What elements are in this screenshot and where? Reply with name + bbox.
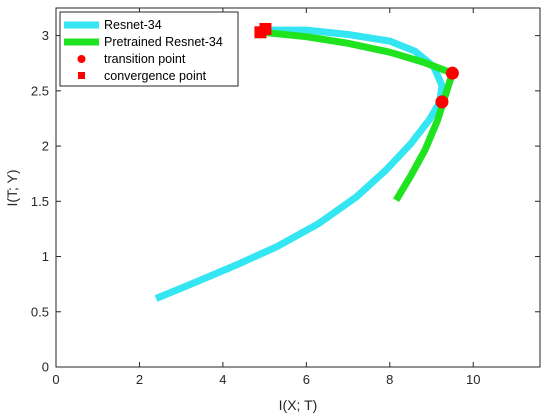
x-tick-label: 10 bbox=[466, 372, 480, 387]
legend-label-transition-point: transition point bbox=[104, 52, 186, 66]
x-tick-label: 2 bbox=[136, 372, 143, 387]
transition-point-marker bbox=[445, 66, 459, 80]
transition-point-marker bbox=[435, 95, 449, 109]
legend: Resnet-34 Pretrained Resnet-34 transitio… bbox=[59, 11, 239, 87]
series-line-resnet-34 bbox=[154, 26, 446, 302]
y-tick-label: 1.5 bbox=[31, 194, 49, 209]
legend-label-resnet-34: Resnet-34 bbox=[104, 18, 162, 32]
ticks-layer: 0 2 4 6 8 10 0 0.5 1 1.5 2 2.5 3 bbox=[31, 8, 540, 387]
y-tick-label: 0 bbox=[42, 360, 49, 375]
convergence-point-marker bbox=[259, 22, 272, 35]
x-tick-label: 6 bbox=[303, 372, 310, 387]
x-tick-label: 8 bbox=[386, 372, 393, 387]
y-axis-label: I(T; Y) bbox=[4, 169, 20, 206]
y-tick-label: 3 bbox=[42, 28, 49, 43]
y-tick-label: 1 bbox=[42, 249, 49, 264]
y-tick-label: 0.5 bbox=[31, 304, 49, 319]
legend-swatch-transition-point bbox=[77, 55, 86, 63]
x-tick-label: 4 bbox=[219, 372, 226, 387]
y-tick-label: 2.5 bbox=[31, 83, 49, 98]
legend-swatch-convergence-point bbox=[78, 72, 85, 79]
markers-layer bbox=[254, 22, 459, 109]
y-tick-label: 2 bbox=[42, 139, 49, 154]
x-tick-label: 0 bbox=[52, 372, 59, 387]
legend-label-convergence-point: convergence point bbox=[104, 69, 207, 83]
x-axis-label: I(X; T) bbox=[279, 397, 318, 413]
legend-label-pretrained-resnet-34: Pretrained Resnet-34 bbox=[104, 35, 223, 49]
